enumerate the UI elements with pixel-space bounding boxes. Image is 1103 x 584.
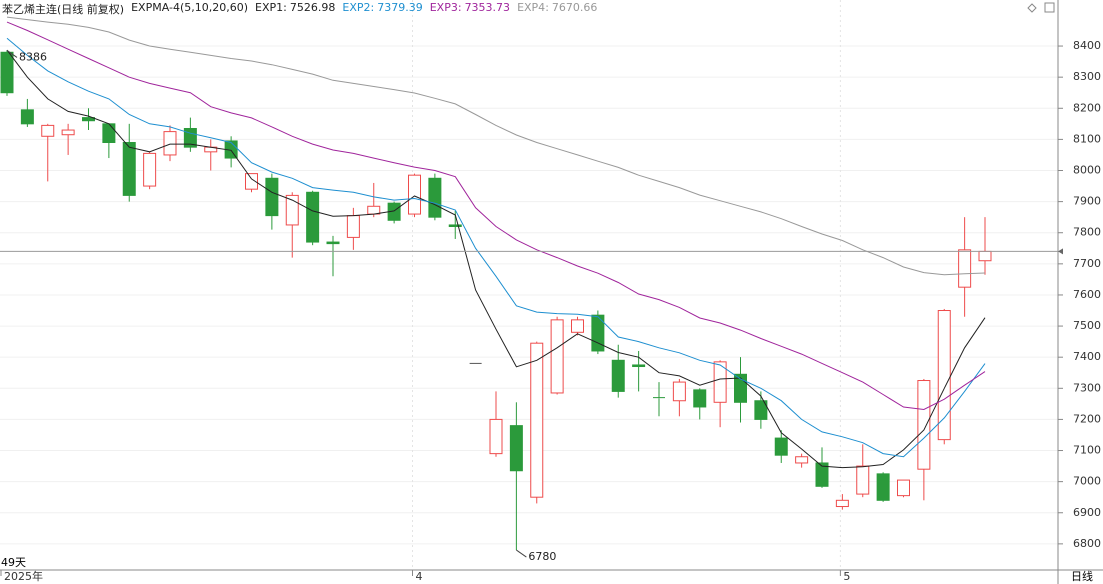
candle-body [448, 224, 462, 228]
y-tick-label: 7300 [1073, 381, 1101, 394]
extreme-label: 8386 [19, 50, 47, 63]
legend-value: 7526.98 [289, 1, 336, 14]
candle-body [41, 124, 55, 137]
extreme-label: 6780 [528, 550, 556, 563]
y-tick-label: 8100 [1073, 132, 1101, 145]
candle-body [20, 109, 34, 125]
candle-body [693, 389, 707, 408]
candle-body [571, 319, 584, 333]
candle-body [795, 456, 809, 464]
legend-item: EXP17526.98 [255, 1, 335, 17]
candle-body [815, 462, 829, 487]
candle-body [489, 418, 503, 455]
indicator: EXPMA-4(5,10,20,60) [131, 1, 249, 14]
candle-body [428, 177, 442, 218]
y-tick-label: 7500 [1073, 319, 1101, 332]
candle-body [632, 364, 646, 368]
candle-body [978, 250, 992, 262]
x-tick-label: 4 [416, 570, 423, 583]
ema-line [6, 16, 986, 276]
y-tick-label: 8400 [1073, 39, 1101, 52]
candle-body [265, 177, 279, 217]
y-tick-label: 7800 [1073, 226, 1101, 239]
candle-body [611, 359, 625, 392]
y-tick-label: 7400 [1073, 350, 1101, 363]
legend-name: EXP1 [255, 1, 287, 14]
y-tick-label: 7700 [1073, 257, 1101, 270]
candle-body [937, 310, 951, 441]
period-label: 日线 [1071, 569, 1093, 583]
legend-item: EXP27379.39 [342, 1, 422, 17]
y-tick-label: 8000 [1073, 164, 1101, 177]
y-tick-label: 6800 [1073, 537, 1101, 550]
candle-body [876, 473, 890, 501]
y-tick-label: 8200 [1073, 101, 1101, 114]
candle-body [306, 191, 320, 243]
panel-toggle[interactable] [1044, 2, 1055, 13]
candle-body [143, 152, 157, 187]
candle-body [367, 205, 381, 215]
last-price-marker [1058, 248, 1063, 255]
candle-body [346, 215, 360, 238]
candle-body [0, 51, 14, 94]
y-tick-label: 7600 [1073, 288, 1101, 301]
candle-body [102, 123, 116, 143]
candle-body [530, 342, 544, 498]
ema-line [6, 49, 986, 469]
annotation-leader [516, 549, 527, 558]
legend-item: EXP37353.73 [430, 1, 510, 17]
candle-body [245, 173, 258, 190]
ema-line [6, 37, 986, 458]
legend-value: 7670.66 [551, 1, 598, 14]
title: 苯乙烯主连(日线 前复权) [2, 3, 125, 16]
candle-body [713, 361, 727, 403]
candle-body [285, 194, 299, 226]
header: 苯乙烯主连(日线 前复权) EXPMA-4(5,10,20,60) EXP175… [2, 1, 597, 17]
candle-body [550, 319, 564, 394]
candle-body [61, 129, 75, 136]
y-tick-label: 7900 [1073, 195, 1101, 208]
candle-body [917, 380, 931, 470]
candle-body [754, 400, 768, 420]
candle-body [82, 117, 95, 122]
legend-name: EXP2 [342, 1, 374, 14]
candle-body [509, 425, 523, 472]
candle-body [183, 127, 197, 148]
legend-name: EXP3 [430, 1, 462, 14]
annotation-leader [6, 49, 18, 58]
candle-body [774, 437, 788, 456]
y-tick-label: 7100 [1073, 444, 1101, 457]
y-tick-label: 7200 [1073, 412, 1101, 425]
legend-value: 7353.73 [464, 1, 511, 14]
legend-item: EXP47670.66 [517, 1, 597, 17]
legend-name: EXP4 [517, 1, 549, 14]
candle-body [408, 174, 421, 215]
ema-line [6, 21, 986, 411]
diamond-icon[interactable] [1027, 3, 1037, 13]
candle-body [856, 465, 870, 495]
y-tick-label: 6900 [1073, 506, 1101, 519]
bar-count-label: 49天 [1, 556, 26, 569]
legend-value: 7379.39 [377, 1, 423, 14]
y-tick-label: 8300 [1073, 70, 1101, 83]
candle-body [163, 131, 177, 156]
candle-body [672, 381, 686, 402]
candle-body [835, 499, 849, 508]
x-tick-label: 2025年 [4, 569, 43, 583]
candle-body [958, 249, 972, 288]
candle-body [122, 142, 136, 196]
candle-body [897, 479, 910, 497]
y-tick-label: 7000 [1073, 475, 1101, 488]
x-tick-label: 5 [843, 570, 850, 583]
candle-body [326, 241, 340, 245]
